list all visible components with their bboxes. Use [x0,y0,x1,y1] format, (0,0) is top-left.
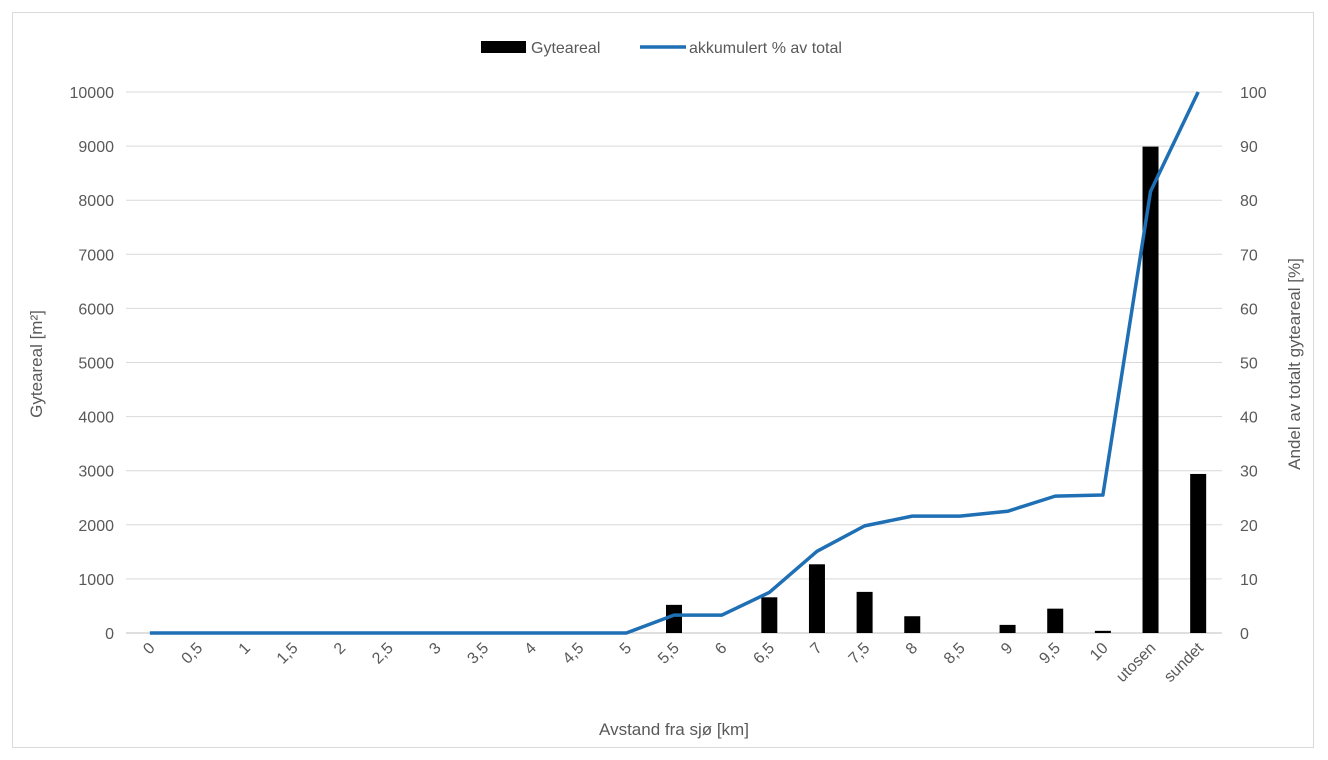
x-tick-label: 2,5 [369,640,397,668]
legend: Gyteareal akkumulert % av total [481,40,842,57]
y-tick-label: 5000 [78,356,114,373]
x-tick-label: 3 [426,640,444,658]
right-axis-ticks: 0 10 20 30 40 50 60 70 80 90 100 [1240,85,1267,643]
y2-tick-label: 100 [1240,85,1267,102]
x-tick-label: 9 [998,640,1016,658]
bar [999,624,1016,633]
bar [1047,608,1064,633]
y2-tick-label: 10 [1240,572,1258,589]
legend-label-gyteareal: Gyteareal [531,40,600,57]
x-tick-label: 8,5 [941,640,969,668]
x-tick-label: 0,5 [179,640,207,668]
bar [761,597,778,633]
x-tick-label: 5,5 [655,640,683,668]
y-tick-label: 8000 [78,193,114,210]
y-tick-label: 0 [105,626,114,643]
x-tick-label: utosen [1113,640,1159,686]
y-tick-label: 7000 [78,247,114,264]
x-tick-label: 6 [712,640,730,658]
legend-label-akkumulert: akkumulert % av total [689,40,842,57]
y2-tick-label: 0 [1240,626,1249,643]
x-tick-label: 3,5 [464,640,492,668]
y2-tick-label: 50 [1240,356,1258,373]
left-axis-ticks: 0 1000 2000 3000 4000 5000 6000 7000 8000 9000 100… [70,85,115,643]
x-tick-label: 4,5 [560,640,588,668]
chart-frame [12,12,1314,748]
line-series-akkumulert [149,91,1200,635]
x-tick-label: 7,5 [846,640,874,668]
x-tick-label: sundet [1161,639,1207,685]
y-tick-label: 2000 [78,518,114,535]
x-tick-label: 8 [903,640,921,658]
y-tick-label: 10000 [70,85,115,102]
y-tick-label: 6000 [78,301,114,318]
line-akkumulert [149,91,1200,635]
bar [808,564,825,633]
y-tick-label: 4000 [78,410,114,427]
x-axis-title: Avstand fra sjø [km] [599,720,749,739]
x-tick-label: 6,5 [750,640,778,668]
x-tick-label: 10 [1087,640,1112,665]
bar [666,604,682,633]
y2-axis-title: Andel av totalt gyteareal [%] [1285,258,1304,470]
x-tick-label: 0 [140,640,158,658]
bar-series-gyteareal [666,146,1207,634]
bar [904,616,921,633]
y-tick-label: 3000 [78,464,114,481]
x-tick-label: 1,5 [274,640,302,668]
gridlines [126,91,1222,634]
bar [1142,146,1159,634]
y2-tick-label: 30 [1240,464,1258,481]
bar [1094,630,1111,633]
y2-tick-label: 80 [1240,193,1258,210]
x-tick-label: 7 [807,640,825,658]
y-axis-title: Gyteareal [m²] [27,310,46,418]
x-tick-label: 9,5 [1036,640,1064,668]
x-tick-label: 2 [331,640,349,658]
y2-tick-label: 90 [1240,139,1258,156]
y2-tick-label: 20 [1240,518,1258,535]
y2-tick-label: 60 [1240,301,1258,318]
x-axis-ticks: 0 0,5 1 1,5 2 2,5 3 3,5 4 4,5 5 5,5 6 6,5 7 7,5 8 8,5 9 9,5… [140,639,1207,685]
y2-tick-label: 40 [1240,410,1258,427]
x-tick-label: 4 [522,640,540,658]
y-tick-label: 9000 [78,139,114,156]
y2-tick-label: 70 [1240,247,1258,264]
bar [1190,473,1207,633]
x-tick-label: 1 [236,640,254,658]
legend-swatch-gyteareal [481,41,526,53]
x-tick-label: 5 [617,640,635,658]
bar [856,591,873,633]
y-tick-label: 1000 [78,572,114,589]
